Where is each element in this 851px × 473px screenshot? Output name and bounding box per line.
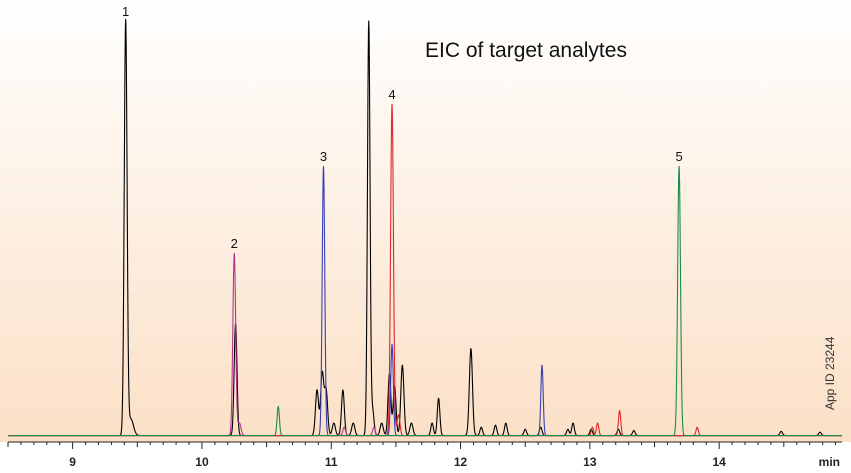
peak-label-3: 3 — [320, 149, 327, 164]
plot-background — [0, 0, 851, 442]
x-tick-label: 9 — [69, 455, 76, 469]
peak-label-4: 4 — [388, 87, 395, 102]
x-tick-label: 14 — [712, 455, 726, 469]
x-axis: 9 10 11 12 13 14 min — [7, 441, 842, 469]
series-line-5 — [7, 165, 843, 437]
peak-label-1: 1 — [122, 4, 129, 19]
x-tick-label: 10 — [195, 455, 209, 469]
peak-label-2: 2 — [231, 236, 238, 251]
chart-title: EIC of target analytes — [425, 39, 627, 62]
x-tick-label: 11 — [325, 455, 338, 469]
x-tick-label: 12 — [454, 455, 468, 469]
peak-label-5: 5 — [675, 149, 682, 164]
peak-labels: 1 2 3 4 5 — [122, 4, 683, 251]
series-layer — [7, 18, 843, 437]
x-axis-unit-label: min — [819, 455, 840, 469]
x-tick-label: 13 — [583, 455, 597, 469]
app-id-note: App ID 23244 — [823, 336, 837, 410]
